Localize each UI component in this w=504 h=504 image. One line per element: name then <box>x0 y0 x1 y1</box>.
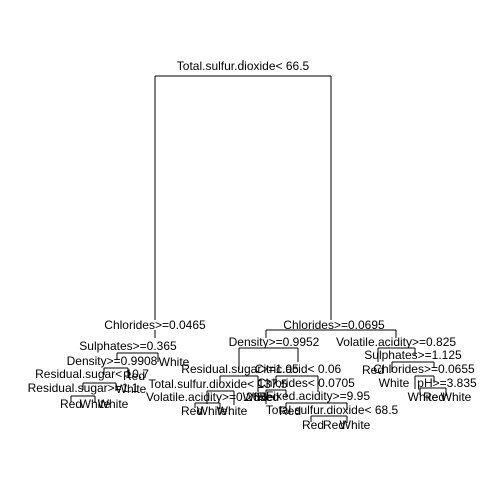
edge-residual-sugar-11 <box>70 395 96 403</box>
leaf-label: White <box>159 355 190 369</box>
edge-density-09908 <box>103 367 129 376</box>
split-label: Chlorides>=0.0655 <box>373 362 475 376</box>
leaf-label: White <box>116 382 147 396</box>
leaf-label: White <box>340 418 371 432</box>
edge-tsd-685 <box>310 415 348 423</box>
split-label: Residual.sugar>=1.05 <box>181 362 299 376</box>
leaf-label: Red <box>181 404 203 418</box>
edge-volatile-acidity-0825 <box>377 347 416 362</box>
leaf-label: White <box>98 397 129 411</box>
leaf-label: Red <box>60 397 82 411</box>
leaf-label: White <box>379 376 410 390</box>
split-label: Chlorides>=0.0465 <box>104 318 206 332</box>
split-label: Residual.sugar>=1.1 <box>28 381 139 395</box>
leaf-label: White <box>408 390 439 404</box>
edge-chlorides-0695 <box>265 329 397 338</box>
leaf-label: White <box>80 397 111 411</box>
split-label: Fixed.acidity>=9.95 <box>266 389 370 403</box>
split-label: Residual.sugar< 10.7 <box>35 367 149 381</box>
leaf-label: Red <box>323 418 345 432</box>
edge-citric-acid-006 <box>275 375 319 392</box>
split-label: Citric.acid< 0.06 <box>255 362 342 376</box>
split-label: Sulphates>=1.125 <box>364 348 462 362</box>
tree-edges <box>70 60 447 423</box>
leaf-label: White <box>197 404 228 418</box>
edge-ph-3835 <box>419 387 447 396</box>
edge-density-09952 <box>238 347 299 370</box>
leaf-label: Red <box>123 369 145 383</box>
edge-residual-sugar-105 <box>219 375 259 392</box>
leaf-label: Red <box>279 404 301 418</box>
split-label: Chlorides< 0.0705 <box>257 376 355 390</box>
edge-residual-sugar-107 <box>82 382 117 391</box>
split-label: Sulphates>=0.365 <box>79 339 177 353</box>
edge-volatile-acidity-0265 <box>194 402 221 409</box>
leaf-label: Red <box>362 363 384 377</box>
edge-chlorides-00655 <box>414 375 435 389</box>
edge-chlorides-00705 <box>265 389 287 404</box>
edge-sulphates-1125 <box>391 361 435 372</box>
split-label: Chlorides>=0.0695 <box>283 318 385 332</box>
leaf-labels: White Red White White White Red White Re… <box>60 355 472 432</box>
split-label: Total.sulfur.dioxide< 68.5 <box>266 403 399 417</box>
split-labels: Total.sulfur.dioxide< 66.5 Chlorides>=0.… <box>28 59 477 417</box>
edge-root <box>154 60 332 320</box>
split-label: Density>=0.9908 <box>67 354 158 368</box>
edge-tsd-1375 <box>206 390 235 405</box>
edge-fixed-acidity-995 <box>285 402 348 410</box>
split-label: Density>=0.9952 <box>229 335 320 349</box>
split-label: pH>=3.835 <box>417 376 477 390</box>
split-label: Total.sulfur.dioxide< 137.5 <box>148 377 287 391</box>
split-label: Volatile.acidity>=0.265 <box>146 390 266 404</box>
edge-sulphates-0365 <box>116 352 159 362</box>
leaf-label: Red <box>423 390 445 404</box>
leaf-label: White <box>217 404 248 418</box>
leaf-label: Red <box>302 418 324 432</box>
root-split-label: Total.sulfur.dioxide< 66.5 <box>177 59 310 73</box>
leaf-label: Red <box>257 390 279 404</box>
leaf-label: White <box>243 390 274 404</box>
split-label: Volatile.acidity>=0.825 <box>336 335 456 349</box>
leaf-label: White <box>441 390 472 404</box>
